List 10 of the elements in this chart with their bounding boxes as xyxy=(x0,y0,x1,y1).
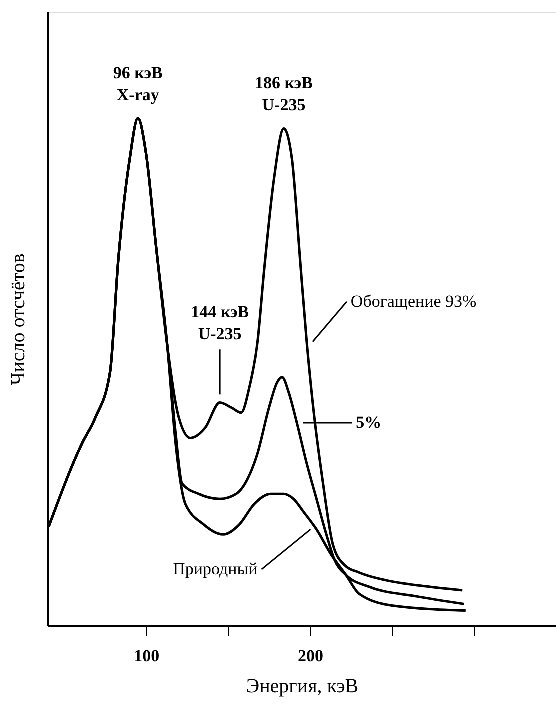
legend-label: 5% xyxy=(356,413,382,432)
x-tick-label: 100 xyxy=(134,646,160,666)
annotation: 144 кэВ U-235 xyxy=(191,302,250,344)
x-tick-label: 200 xyxy=(298,646,324,666)
annotation: 96 кэВ X-ray xyxy=(113,64,163,105)
x-axis-title: Энергия, кэВ xyxy=(246,676,359,698)
annotation: 186 кэВ U-235 xyxy=(254,74,313,115)
text: Природный xyxy=(173,560,258,579)
y-axis-title: Число отсчётов xyxy=(8,254,30,386)
text: Обогащение 93% xyxy=(350,292,477,311)
